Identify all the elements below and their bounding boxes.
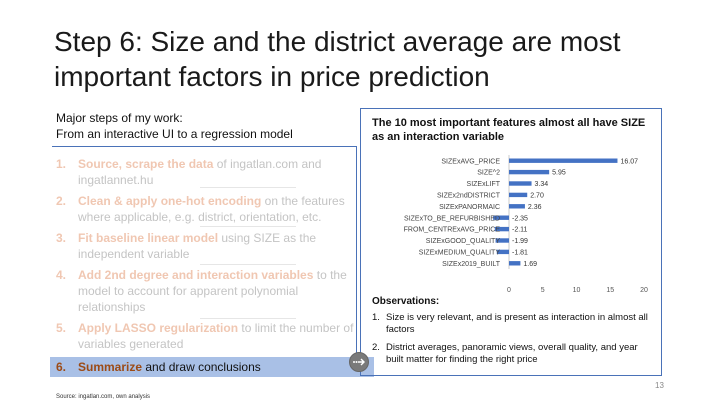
chart-value-label: -2.11 [512, 227, 528, 234]
step-number: 5. [56, 321, 67, 335]
chart-category-label: SIZExTO_BE_REFURBISHED [404, 215, 500, 222]
observation-item: 1. Size is very relevant, and is present … [372, 312, 656, 336]
step-text: to the model to account for apparent pol… [78, 268, 347, 314]
observation-text: Size is very relevant, and is present as… [386, 312, 648, 335]
chart-panel [360, 108, 662, 376]
step-number: 4. [56, 268, 67, 282]
step-text: on the features where applicable, e.g. d… [78, 194, 345, 224]
step-divider [200, 264, 296, 265]
chart-bar [509, 192, 528, 198]
chart-value-label: 3.34 [535, 181, 549, 188]
steps-frame [52, 146, 357, 376]
step-divider [200, 226, 296, 227]
step-highlight: Apply LASSO regularization [78, 321, 239, 335]
step-text: using SIZE as the independent variable [78, 231, 317, 261]
chart-bar [495, 238, 509, 243]
chart-x-tick-label: 15 [606, 287, 614, 294]
step-item-3: 3. Fit baseline linear model using SIZE a… [56, 230, 356, 262]
chart-category-label: SIZExMEDIUM_QUALITY [419, 250, 501, 257]
chart-bar [493, 215, 509, 220]
observation-number: 2. [372, 342, 380, 353]
step-number: 6. [56, 360, 67, 374]
chart-bar [509, 158, 618, 163]
observations-list: 1. Size is very relevant, and is present … [372, 312, 656, 372]
chart-value-label: -1.81 [512, 250, 528, 257]
chart-category-label: SIZExAVG_PRICE [441, 158, 500, 165]
steps-list: 1. Source, scrape the data of ingatlan.co… [50, 156, 374, 382]
slide-title: Step 6: Size and the district average ar… [54, 26, 621, 92]
step-divider [200, 187, 296, 188]
chart-x-tick-label: 10 [573, 287, 581, 294]
chart-x-tick-label: 5 [541, 287, 545, 294]
chart-value-label: 1.69 [523, 261, 537, 268]
step-highlight: Source, scrape the data [78, 157, 214, 171]
step-item-6-active: 6. Summarize and draw conclusions [50, 357, 374, 377]
next-arrow-button[interactable] [349, 352, 369, 372]
chart-value-label: 16.07 [620, 158, 638, 165]
chart-bar [494, 226, 509, 232]
chart-category-label: SIZExLIFT [467, 181, 501, 188]
chart-value-label: 2.70 [530, 193, 544, 200]
step-item-5: 5. Apply LASSO regularization to limit th… [56, 320, 356, 352]
step-highlight: Summarize [78, 360, 143, 374]
chart-value-label: 5.95 [552, 170, 566, 177]
chart-bar [509, 169, 550, 175]
step-highlight: Clean & apply one-hot encoding [78, 194, 262, 208]
steps-subtitle: Major steps of my work: From an interact… [56, 110, 293, 142]
step-item-2: 2. Clean & apply one-hot encoding on the … [56, 193, 356, 225]
step-item-4: 4. Add 2nd degree and interaction variabl… [56, 267, 356, 315]
step-text: of ingatlan.com and ingatlannet.hu [78, 157, 322, 187]
chart-bar [509, 261, 521, 266]
step-number: 2. [56, 194, 67, 208]
arrow-right-icon [353, 358, 365, 366]
source-note: Source: ingatlan.com, own analysis [56, 394, 151, 400]
page-number: 13 [655, 381, 664, 390]
chart-category-label: SIZExPANORMAIC [439, 204, 500, 211]
chart-bar [509, 204, 525, 209]
chart-category-label: SIZEx2019_BUILT [442, 261, 501, 268]
step-item-1: 1. Source, scrape the data of ingatlan.co… [56, 156, 356, 188]
steps-subtitle-line2: From an interactive UI to a regression m… [56, 127, 293, 141]
chart-value-label: -2.35 [512, 215, 528, 222]
chart-bar [496, 249, 509, 255]
step-highlight: Add 2nd degree and interaction variables [78, 268, 314, 282]
chart-x-tick-label: 0 [507, 287, 511, 294]
observation-text: District averages, panoramic views, over… [386, 342, 638, 365]
step-number: 3. [56, 231, 67, 245]
chart-category-label: SIZE^2 [477, 170, 500, 177]
step-text: to limit the number of variables generat… [78, 321, 354, 351]
step-divider [200, 318, 296, 319]
chart-x-tick-label: 20 [640, 287, 648, 294]
observation-number: 1. [372, 312, 380, 323]
steps-subtitle-line1: Major steps of my work: [56, 111, 183, 125]
chart-category-label: SIZExGOOD_QUALITY [426, 238, 501, 245]
feature-importance-chart: SIZExAVG_PRICE SIZE^2 SIZExLIFT SIZEx2ndDIS… [404, 155, 648, 294]
step-highlight: Fit baseline linear model [78, 231, 219, 245]
chart-category-label: FROM_CENTRExAVG_PRICE [404, 227, 501, 234]
observation-item: 2. District averages, panoramic views, ov… [372, 342, 656, 366]
chart-value-label: 2.36 [528, 204, 542, 211]
step-text: and draw conclusions [142, 360, 261, 374]
step-number: 1. [56, 157, 67, 171]
chart-bar [509, 181, 532, 186]
chart-title: The 10 most important features almost al… [372, 117, 646, 143]
chart-category-label: SIZEx2ndDISTRICT [437, 193, 501, 200]
observations-title: Observations: [372, 296, 440, 307]
chart-value-label: -1.99 [512, 238, 528, 245]
